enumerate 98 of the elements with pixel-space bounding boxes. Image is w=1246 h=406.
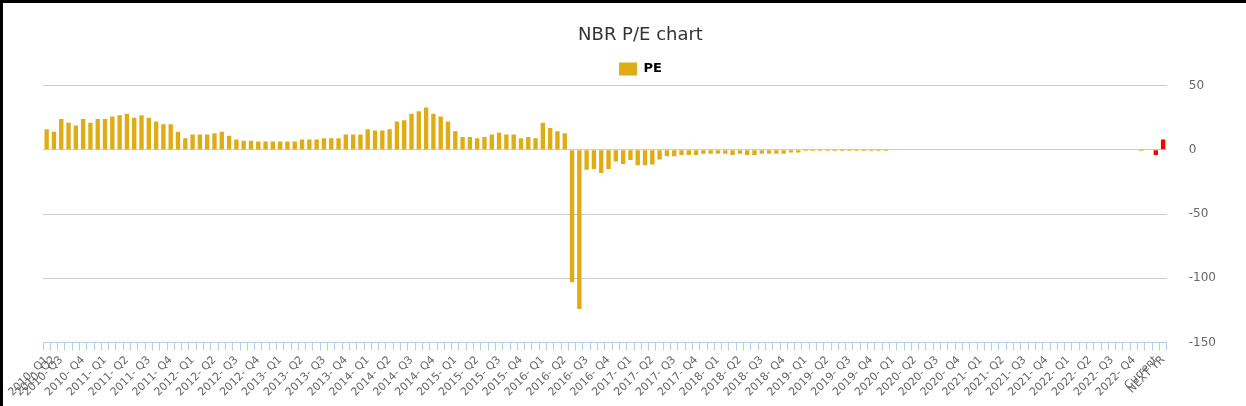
bar (336, 138, 341, 150)
bar (270, 141, 276, 150)
bar (781, 150, 786, 154)
bar (110, 116, 115, 150)
bar (402, 120, 407, 150)
bar (657, 150, 662, 160)
bar (533, 138, 538, 150)
bar (453, 131, 458, 150)
bar (73, 125, 79, 150)
bar (95, 119, 100, 150)
bar (102, 119, 108, 150)
bar (482, 136, 487, 150)
y-tick-label: -150 (1188, 334, 1216, 349)
bar (44, 129, 49, 150)
bar (387, 129, 392, 150)
bar (168, 124, 173, 150)
bar (474, 138, 480, 150)
legend-label: PE (643, 60, 662, 76)
bar (329, 138, 334, 150)
bar (277, 141, 283, 150)
bar (635, 150, 640, 166)
bar (307, 139, 312, 150)
bar (438, 116, 443, 150)
bar (547, 127, 553, 150)
bar (496, 132, 502, 150)
bar (139, 115, 144, 150)
bar (234, 139, 239, 150)
bar (584, 150, 589, 170)
bar (715, 150, 721, 154)
bar (314, 139, 319, 150)
bar (752, 150, 757, 155)
bar (343, 134, 349, 150)
bar (489, 134, 494, 150)
bar (321, 138, 327, 150)
bar (693, 150, 699, 155)
bar (642, 150, 648, 166)
bar (599, 150, 604, 173)
bar (350, 134, 356, 150)
bar (650, 150, 655, 165)
bar (197, 134, 203, 150)
bar (591, 150, 597, 170)
bar (730, 150, 735, 155)
bar (292, 141, 297, 150)
bar (664, 150, 670, 157)
bar (504, 134, 509, 150)
bar (708, 150, 713, 154)
bar (124, 113, 130, 150)
bar (358, 134, 363, 150)
bar (205, 134, 210, 150)
bar (540, 122, 546, 150)
bar (117, 115, 122, 150)
chart-title: NBR P/E chart (578, 23, 703, 45)
bar (628, 150, 633, 161)
bar (606, 150, 611, 170)
y-tick-label: 50 (1188, 77, 1205, 92)
bar (518, 138, 524, 150)
bar (431, 113, 436, 150)
bar (577, 150, 582, 310)
bar (66, 122, 71, 150)
bar (80, 119, 86, 150)
bar (88, 122, 93, 150)
bar (1153, 150, 1159, 155)
bar (562, 133, 567, 150)
bar (241, 140, 246, 150)
bar (263, 141, 268, 150)
bar (416, 111, 421, 150)
bar (409, 113, 414, 150)
bar (423, 107, 429, 150)
bar (679, 150, 684, 155)
y-tick-label: -100 (1188, 270, 1216, 285)
bar (555, 131, 560, 150)
bar (460, 136, 465, 150)
bar (774, 150, 779, 154)
bar (365, 129, 370, 150)
y-tick-label: 0 (1188, 141, 1197, 156)
bar (744, 150, 750, 155)
y-tick-label: -50 (1188, 206, 1209, 221)
bar (132, 117, 137, 150)
bar (701, 150, 706, 154)
bar (620, 150, 626, 164)
bar (190, 134, 195, 150)
bar (256, 141, 261, 150)
bar (723, 150, 728, 154)
bar (569, 150, 575, 283)
bar (146, 117, 151, 150)
bar (511, 134, 516, 150)
bar (737, 150, 743, 154)
bar (212, 133, 217, 150)
bar (380, 130, 385, 150)
bar (285, 141, 290, 150)
bar (59, 119, 64, 150)
bar (686, 150, 691, 155)
bar (759, 150, 764, 154)
bar (161, 124, 166, 150)
bar (766, 150, 772, 154)
bar (613, 150, 619, 162)
bar (183, 138, 188, 150)
bar (672, 150, 677, 157)
